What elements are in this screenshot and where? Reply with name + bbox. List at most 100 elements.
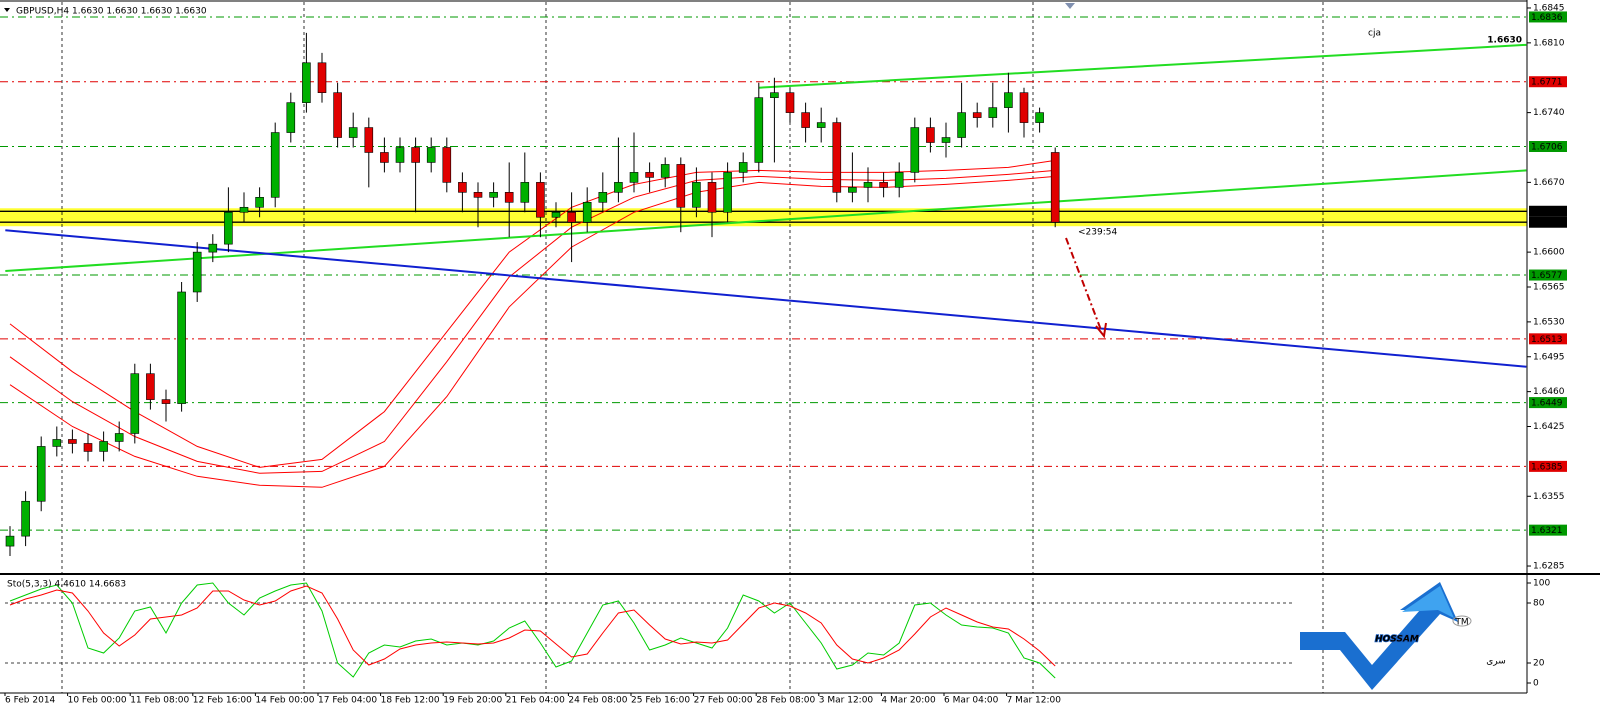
candle-body (723, 172, 732, 213)
x-tick-label: 7 Mar 12:00 (1007, 696, 1062, 706)
x-tick-label: 28 Feb 08:00 (756, 696, 815, 706)
level-label: 1.6513 (1531, 335, 1563, 345)
candle-body (489, 192, 498, 198)
corner-label: cja (1368, 29, 1381, 39)
tm-ring (1452, 615, 1472, 627)
candle-body (567, 211, 576, 223)
y-tick-label: 1.6810 (1533, 38, 1565, 48)
candle-body (270, 132, 280, 198)
candle-body (161, 399, 171, 404)
candle-body (1050, 152, 1060, 223)
level-label: 1.6630 (1531, 218, 1563, 228)
x-tick-label: 3 Mar 12:00 (819, 696, 874, 706)
big-price: 1.6630 (1487, 36, 1522, 46)
candle-body (52, 439, 62, 447)
y-tick-label: 1.6355 (1533, 492, 1565, 502)
level-box (1529, 216, 1567, 228)
x-tick-label: 6 Mar 04:00 (944, 696, 999, 706)
level-label: 1.6385 (1531, 462, 1563, 472)
level-label: 1.6706 (1531, 142, 1563, 152)
arrow-head (1095, 322, 1107, 339)
oscillator-line (9, 582, 1056, 679)
candle-body (879, 182, 888, 188)
candle-body (5, 535, 15, 547)
moving-average (9, 169, 1056, 474)
y-tick-label: 1.6285 (1533, 562, 1565, 572)
level-label: 1.6577 (1531, 271, 1563, 281)
oscillator-tick-label: 0 (1533, 679, 1539, 689)
chart-title: GBPUSD,H4 1.6630 1.6630 1.6630 1.6630 (16, 7, 207, 17)
candle-body (629, 172, 639, 183)
y-tick-label: 1.6565 (1533, 283, 1565, 293)
candle-body (660, 164, 670, 178)
candle-body (458, 182, 467, 193)
candle-body (239, 206, 249, 213)
trendline (5, 229, 1527, 368)
candle-body (21, 500, 30, 537)
candle-body (364, 127, 374, 153)
candle-body (395, 147, 405, 163)
y-tick-label: 1.6600 (1533, 248, 1565, 258)
candle-body (99, 441, 108, 452)
candle-body (473, 192, 483, 198)
countdown: <239:54 (1078, 228, 1117, 238)
candle-body (380, 152, 389, 163)
candle-body (598, 192, 608, 203)
x-tick-label: 18 Feb 12:00 (381, 696, 440, 706)
candle-body (192, 251, 202, 293)
x-tick-label: 27 Feb 00:00 (694, 696, 753, 706)
y-tick-label: 1.6845 (1533, 3, 1565, 13)
level-box (1529, 11, 1567, 23)
x-tick-label: 10 Feb 00:00 (68, 696, 127, 706)
candle-body (848, 187, 857, 193)
candle-body (692, 182, 701, 208)
candle-body (442, 147, 452, 183)
oscillator-tick-label: 20 (1533, 659, 1545, 669)
candle-body (957, 112, 966, 138)
osc-layer (5, 582, 1295, 679)
logo-name: HOSSAM (1375, 635, 1419, 645)
x-tick-label: 11 Feb 08:00 (130, 696, 189, 706)
moving-average (9, 175, 1056, 488)
candle-body (520, 182, 530, 203)
candle-body (785, 92, 795, 113)
candle-body (941, 137, 951, 143)
level-layer (0, 16, 1527, 531)
trendline (758, 43, 1527, 89)
logo-tm: TM (1454, 618, 1468, 628)
level-box (1529, 269, 1567, 281)
oscillator-tick-label: 100 (1533, 579, 1550, 589)
candle-body (988, 107, 998, 118)
level-box (1529, 524, 1567, 536)
candle-body (582, 201, 592, 223)
level-label: 1.6771 (1531, 78, 1563, 88)
axis-layer: 1.6845 1.6810 1.6740 1.6670 1.6600 1.6565 1.65… (4, 3, 1567, 706)
y-tick-label: 1.6460 (1533, 387, 1565, 397)
candle-body (926, 127, 935, 143)
x-tick-label: 12 Feb 16:00 (193, 696, 252, 706)
level-label: 1.6449 (1531, 399, 1563, 409)
candle-body (317, 62, 327, 93)
candle-body (801, 112, 810, 128)
candle-layer (5, 32, 1060, 557)
candle-body (1019, 92, 1029, 123)
candle-body (910, 127, 920, 173)
x-tick-label: 17 Feb 04:00 (318, 696, 377, 706)
logo-arrow-highlight (1402, 586, 1454, 618)
candle-body (426, 147, 436, 163)
x-tick-label: 24 Feb 08:00 (568, 696, 627, 706)
candle-body (832, 122, 842, 193)
candle-body (348, 127, 358, 138)
candle-body (754, 97, 764, 163)
level-box (1529, 205, 1567, 217)
candle-body (551, 211, 561, 218)
level-box (1529, 397, 1567, 409)
candle-body (536, 182, 545, 218)
candle-body (208, 243, 218, 253)
candle-body (863, 182, 873, 188)
candle-body (1004, 92, 1013, 108)
x-tick-label: 21 Feb 04:00 (506, 696, 565, 706)
level-box (1529, 333, 1567, 345)
